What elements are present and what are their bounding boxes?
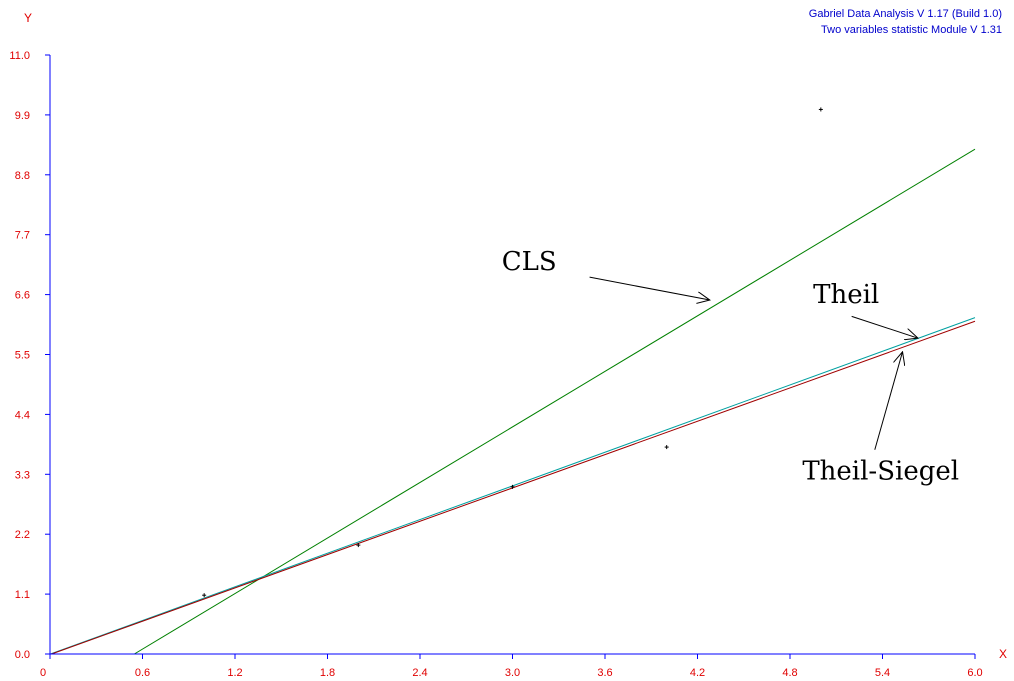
y-tick-label: 2.2 <box>15 529 30 541</box>
x-tick-label: 2.4 <box>412 667 427 679</box>
regression-line-0 <box>134 148 976 655</box>
y-tick-label: 4.4 <box>15 409 30 421</box>
x-tick-label: 0.6 <box>135 667 150 679</box>
y-tick-label: 1.1 <box>15 589 30 601</box>
y-tick-label: 0.0 <box>15 649 30 661</box>
annotation-label: CLS <box>502 247 557 277</box>
x-tick-label: 0 <box>40 667 46 679</box>
data-point <box>202 593 207 598</box>
module-version-text: Two variables statistic Module V 1.31 <box>821 24 1002 36</box>
data-point <box>664 445 669 450</box>
x-tick-label: 1.8 <box>320 667 335 679</box>
x-tick-label: 5.4 <box>875 667 890 679</box>
x-tick-label: 6.0 <box>967 667 982 679</box>
x-axis-label: X <box>999 647 1007 661</box>
x-tick-label: 4.8 <box>782 667 797 679</box>
x-tick-label: 3.6 <box>597 667 612 679</box>
data-point <box>356 543 361 548</box>
y-tick-label: 9.9 <box>15 110 30 122</box>
x-tick-label: 1.2 <box>227 667 242 679</box>
annotation-label: Theil-Siegel <box>802 457 959 487</box>
x-tick-label: 4.2 <box>690 667 705 679</box>
y-axis-label: Y <box>24 11 32 25</box>
annotation-arrow <box>874 352 903 450</box>
y-tick-label: 7.7 <box>15 230 30 242</box>
annotation-arrow <box>851 315 918 338</box>
data-point <box>818 107 823 112</box>
y-tick-label: 8.8 <box>15 170 30 182</box>
y-tick-label: 11.0 <box>9 50 30 62</box>
app-version-text: Gabriel Data Analysis V 1.17 (Build 1.0) <box>809 8 1002 20</box>
y-tick-label: 5.5 <box>15 350 30 362</box>
regression-line-2 <box>51 320 976 655</box>
data-point <box>510 484 515 489</box>
y-tick-label: 6.6 <box>15 290 30 302</box>
annotation-arrow <box>589 276 710 300</box>
annotation-label: Theil <box>813 280 879 310</box>
y-tick-label: 3.3 <box>15 469 30 481</box>
x-tick-label: 3.0 <box>505 667 520 679</box>
